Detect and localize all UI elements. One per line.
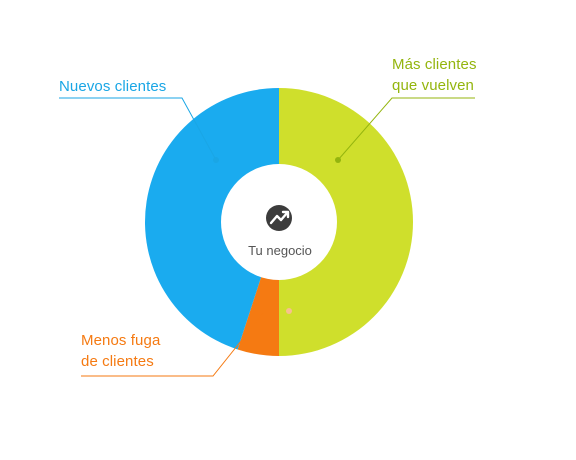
leader-line-mas [337,97,475,161]
segments-layer [145,87,413,356]
leader-dot-nuevos [213,157,219,163]
trending-up-icon [266,205,292,231]
label-menos-line-1: Menos fuga [81,332,161,349]
label-mas-line-1: Más clientes [392,56,477,73]
leader-dot-mas [335,157,341,163]
leader-dot-menos [262,308,268,314]
label-nuevos-clientes: Nuevos clientes [59,76,166,97]
label-mas-clientes: Más clientes que vuelven [392,54,477,96]
label-menos-line-2: de clientes [81,353,154,370]
label-mas-line-2: que vuelven [392,77,474,94]
leader-line-nuevos [59,97,217,161]
segment-mas [279,88,413,356]
leader-line-menos [81,310,266,377]
label-menos-fuga: Menos fuga de clientes [81,330,160,372]
leader-lines [59,97,475,377]
center-caption: Tu negocio [248,243,312,258]
label-nuevos-line-1: Nuevos clientes [59,78,167,95]
faint-dot [286,308,292,314]
segment-nuevos [145,87,279,350]
